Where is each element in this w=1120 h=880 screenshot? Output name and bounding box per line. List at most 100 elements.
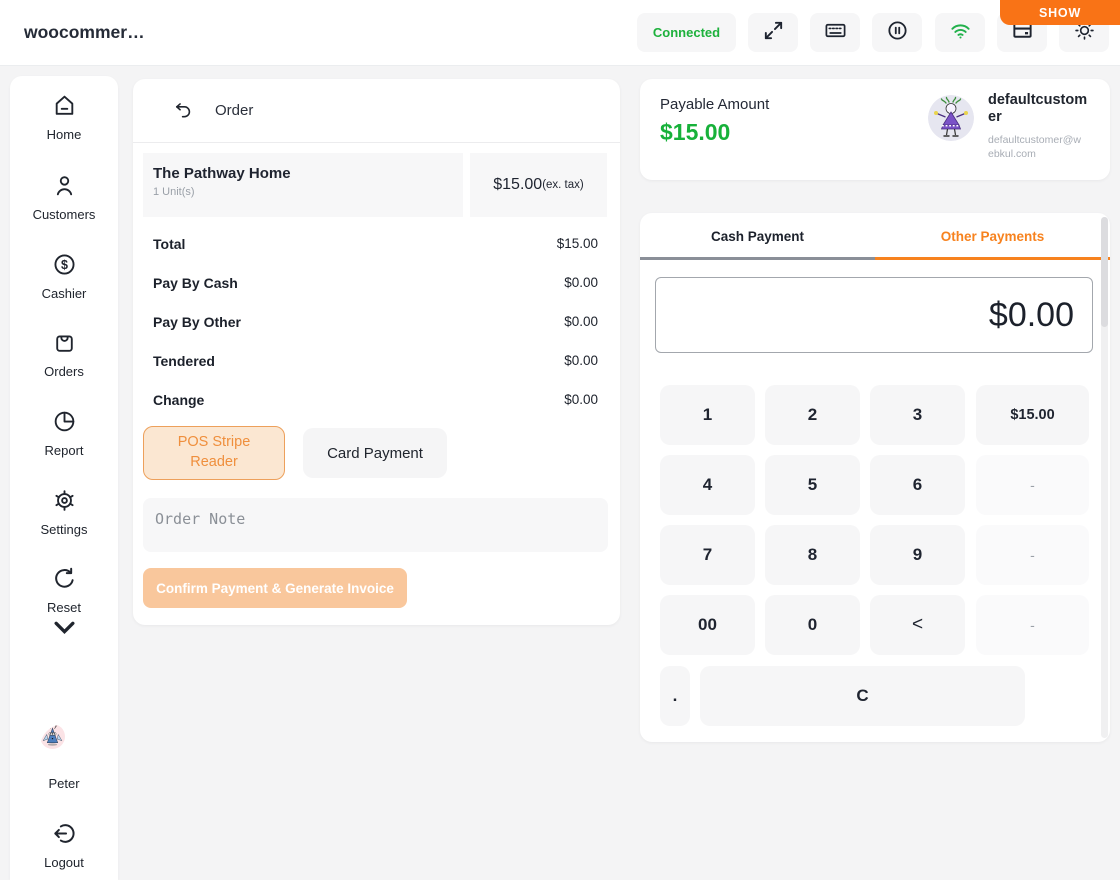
keypad-4[interactable]: 4 [660, 455, 755, 515]
payable-panel: Payable Amount $15.00 defaultcustomer de… [640, 79, 1110, 180]
tab-cash-payment[interactable]: Cash Payment [710, 229, 805, 244]
sidebar-label-orders: Orders [44, 364, 84, 379]
keypad-decimal[interactable]: . [660, 666, 690, 726]
sidebar-label-report: Report [44, 443, 84, 458]
product-info: The Pathway Home 1 Unit(s) [143, 153, 463, 217]
orders-icon [52, 330, 77, 360]
customer-avatar[interactable] [928, 95, 974, 141]
scrollbar[interactable] [1101, 217, 1108, 738]
keypad-backspace[interactable]: < [870, 595, 965, 655]
total-label: Pay By Cash [153, 274, 238, 291]
settings-gear-icon [52, 488, 77, 518]
sidebar-item-home[interactable]: Home [10, 93, 118, 142]
keypad-3[interactable]: 3 [870, 385, 965, 445]
keypad-2[interactable]: 2 [765, 385, 860, 445]
keypad-empty: - [976, 525, 1089, 585]
total-value: $0.00 [564, 314, 598, 329]
total-label: Tendered [153, 352, 215, 369]
tab-other-payments[interactable]: Other Payments [940, 229, 1045, 244]
pause-icon [886, 19, 909, 47]
cashier-icon: $ [52, 252, 77, 282]
sidebar-item-orders[interactable]: Orders [10, 330, 118, 379]
app-title: woocommer… [24, 22, 145, 42]
cart-line-item[interactable]: The Pathway Home 1 Unit(s) $15.00 (ex. t… [143, 153, 607, 217]
keypad-1[interactable]: 1 [660, 385, 755, 445]
tab-underline-active [875, 257, 1110, 260]
keypad-quick-amount[interactable]: $15.00 [976, 385, 1089, 445]
sidebar-label-cashier: Cashier [41, 286, 87, 301]
keypad-empty: - [976, 455, 1089, 515]
amount-display[interactable]: $0.00 [655, 277, 1093, 353]
keypad-7[interactable]: 7 [660, 525, 755, 585]
user-name: Peter [48, 776, 80, 791]
sidebar-label-reset: Reset [47, 600, 81, 615]
amount-display-value: $0.00 [988, 295, 1074, 334]
fullscreen-button[interactable] [748, 13, 798, 52]
total-value: $15.00 [556, 236, 598, 251]
top-header: woocommer… Connected [0, 0, 1120, 66]
confirm-payment-button[interactable]: Confirm Payment & Generate Invoice [143, 568, 407, 608]
product-price-note: (ex. tax) [542, 179, 584, 191]
connection-status-label: Connected [652, 25, 721, 40]
customer-name: defaultcustomer [988, 92, 1088, 126]
sidebar-item-logout[interactable]: Logout [10, 821, 118, 870]
sidebar-nav: Home Customers $ Cashier [10, 76, 118, 880]
payment-panel: Cash Payment Other Payments $0.00 1 2 3 … [640, 213, 1110, 742]
payable-amount-label: Payable Amount [660, 96, 770, 113]
keypad-empty: - [976, 595, 1089, 655]
keypad-8[interactable]: 8 [765, 525, 860, 585]
order-panel: Order The Pathway Home 1 Unit(s) $15.00 … [133, 79, 620, 625]
fullscreen-icon [762, 19, 785, 47]
svg-text:$: $ [61, 258, 68, 272]
total-value: $0.00 [564, 353, 598, 368]
keypad-clear[interactable]: C [700, 666, 1025, 726]
wifi-icon [949, 19, 972, 47]
card-payment-button[interactable]: Card Payment [303, 428, 447, 478]
connection-status-badge: Connected [637, 13, 736, 52]
sidebar-item-report[interactable]: Report [10, 409, 118, 458]
pos-stripe-reader-button[interactable]: POS Stripe Reader [143, 426, 285, 480]
payment-method-selector: POS Stripe Reader Card Payment [143, 426, 447, 480]
sidebar-item-cashier[interactable]: $ Cashier [10, 252, 118, 301]
sidebar-item-settings[interactable]: Settings [10, 488, 118, 537]
sidebar-user[interactable]: Peter [10, 724, 118, 791]
show-button[interactable]: SHOW [1000, 0, 1120, 25]
keyboard-icon [824, 19, 847, 47]
keypad-9[interactable]: 9 [870, 525, 965, 585]
order-note-input[interactable] [143, 498, 608, 552]
total-row: Change $0.00 [133, 380, 620, 419]
sidebar-label-settings: Settings [40, 522, 88, 537]
total-row: Pay By Cash $0.00 [133, 263, 620, 302]
total-row: Pay By Other $0.00 [133, 302, 620, 341]
back-button[interactable] [169, 97, 197, 125]
product-price: $15.00 [493, 176, 543, 193]
product-price-box: $15.00 (ex. tax) [470, 153, 607, 217]
keypad-6[interactable]: 6 [870, 455, 965, 515]
reset-icon [52, 566, 77, 596]
keyboard-button[interactable] [810, 13, 860, 52]
sidebar-label-home: Home [46, 127, 82, 142]
network-button[interactable] [935, 13, 985, 52]
keypad-5[interactable]: 5 [765, 455, 860, 515]
total-label: Pay By Other [153, 313, 241, 330]
order-totals: Total $15.00 Pay By Cash $0.00 Pay By Ot… [133, 224, 620, 419]
scrollbar-thumb[interactable] [1101, 217, 1108, 327]
total-value: $0.00 [564, 275, 598, 290]
total-label: Change [153, 391, 205, 408]
payable-amount-value: $15.00 [660, 119, 731, 145]
keypad-00[interactable]: 00 [660, 595, 755, 655]
order-title: Order [215, 102, 254, 119]
product-name: The Pathway Home [153, 165, 291, 182]
chevron-down-icon [52, 615, 77, 645]
total-value: $0.00 [564, 392, 598, 407]
sidebar-label-customers: Customers [32, 207, 96, 222]
report-icon [52, 409, 77, 439]
product-quantity: 1 Unit(s) [153, 186, 195, 198]
keypad-0[interactable]: 0 [765, 595, 860, 655]
pause-button[interactable] [872, 13, 922, 52]
user-avatar [40, 724, 88, 772]
sidebar-label-logout: Logout [44, 855, 84, 870]
sidebar-item-reset[interactable]: Reset [10, 566, 118, 645]
sidebar-item-customers[interactable]: Customers [10, 173, 118, 222]
